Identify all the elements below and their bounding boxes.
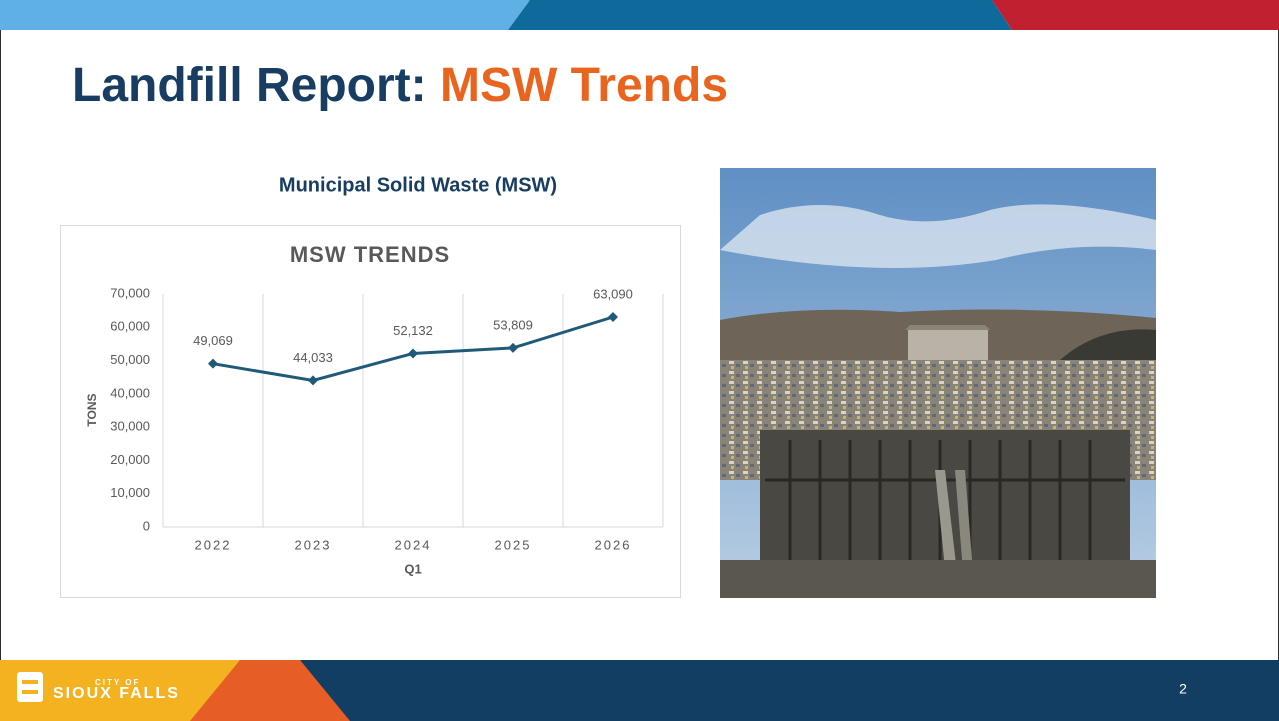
y-tick-label: 30,000 <box>110 419 150 434</box>
data-label: 53,809 <box>493 317 533 332</box>
landfill-photo <box>720 168 1156 598</box>
top-band-dark <box>508 0 1012 30</box>
y-tick-label: 40,000 <box>110 385 150 400</box>
chart-title: MSW TRENDS <box>290 242 450 267</box>
x-tick-label: 2022 <box>195 537 232 552</box>
y-tick-label: 50,000 <box>110 352 150 367</box>
data-label: 49,069 <box>193 333 233 348</box>
data-label: 52,132 <box>393 323 433 338</box>
top-band-red <box>992 0 1279 30</box>
y-tick-label: 0 <box>143 518 150 533</box>
chart-frame <box>61 226 681 598</box>
top-band-light <box>0 0 530 30</box>
slide-title: Landfill Report: MSW Trends <box>72 59 728 112</box>
y-tick-label: 10,000 <box>110 485 150 500</box>
y-tick-label: 70,000 <box>110 285 150 300</box>
x-tick-label: 2024 <box>395 537 432 552</box>
logo-large: SIOUX FALLS <box>53 685 180 702</box>
x-tick-label: 2025 <box>495 537 532 552</box>
y-tick-label: 20,000 <box>110 452 150 467</box>
y-tick-label: 60,000 <box>110 319 150 334</box>
x-axis-label: Q1 <box>404 561 421 576</box>
x-tick-label: 2023 <box>295 537 332 552</box>
x-tick-label: 2026 <box>595 537 632 552</box>
chart-heading: Municipal Solid Waste (MSW) <box>279 174 557 196</box>
slide: Landfill Report: MSW Trends Municipal So… <box>0 0 1279 721</box>
data-label: 63,090 <box>593 286 633 301</box>
page-number: 2 <box>1179 681 1187 697</box>
y-axis-label: TONS <box>85 393 99 426</box>
data-label: 44,033 <box>293 350 333 365</box>
